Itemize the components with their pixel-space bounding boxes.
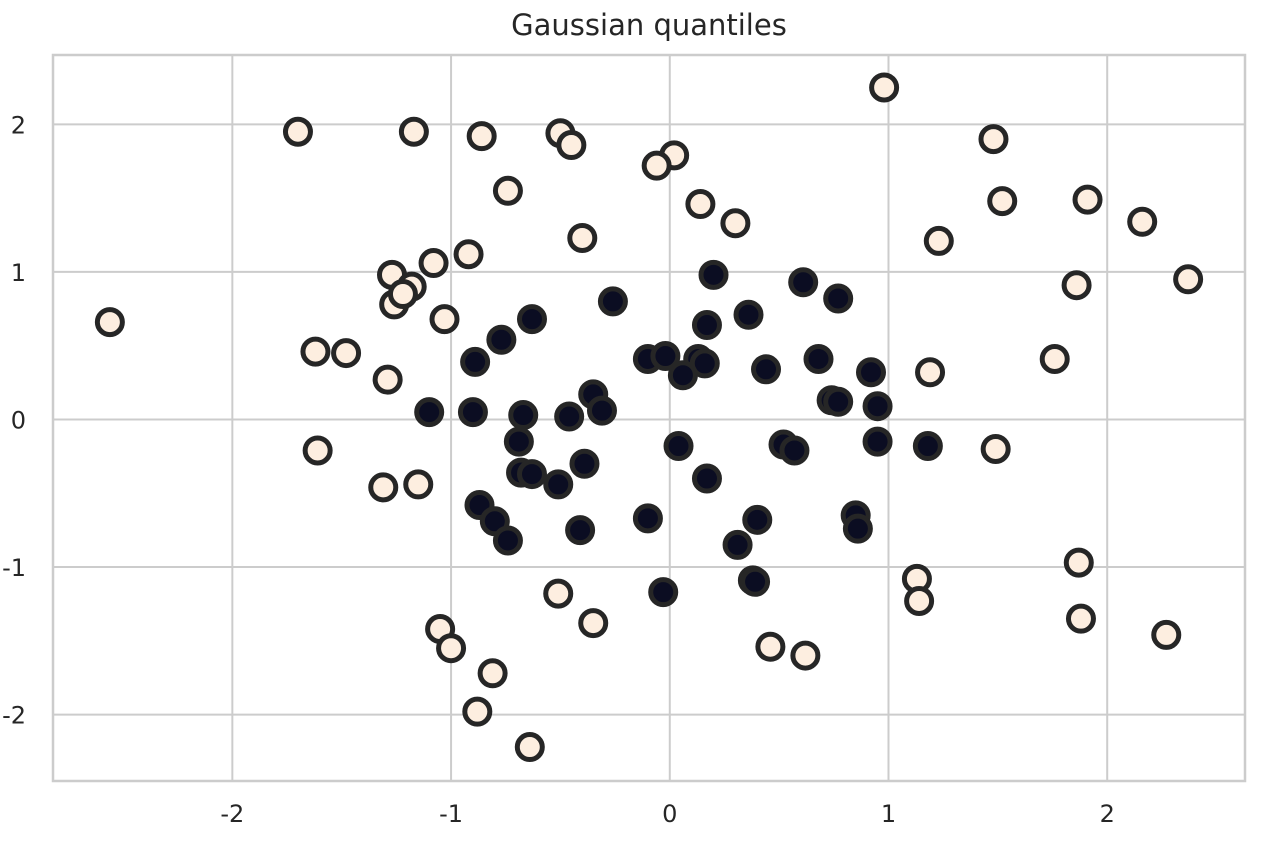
scatter-point-class-0 [300,336,331,367]
scatter-point-class-1 [650,341,681,372]
scatter-point-class-1 [565,515,596,546]
scatter-point-class-0 [543,578,574,609]
scatter-point-class-1 [516,304,547,335]
y-tick-label: 2 [11,111,26,139]
x-tick-label: 1 [881,800,896,828]
x-tick-label: 0 [662,800,677,828]
scatter-point-class-1 [779,435,810,466]
chart-title: Gaussian quantiles [511,8,787,42]
scatter-point-class-1 [569,448,600,479]
scatter-point-class-0 [1127,206,1158,237]
scatter-point-class-1 [823,283,854,314]
axes-frame [51,53,1247,783]
grid-lines [53,55,1245,781]
scatter-point-class-1 [414,397,445,428]
scatter-point-class-1 [503,426,534,457]
scatter-point-class-0 [904,585,935,616]
scatter-point-class-0 [1173,264,1204,295]
scatter-point-class-0 [477,658,508,689]
scatter-point-class-0 [429,304,460,335]
y-tick-label: 0 [11,406,26,434]
scatter-point-class-0 [453,239,484,270]
scatter-point-class-0 [1151,619,1182,650]
scatter-point-class-1 [486,324,517,355]
scatter-point-class-1 [667,360,698,391]
scatter-point-class-0 [331,338,362,369]
scatter-point-class-1 [912,431,943,462]
scatter-point-class-0 [466,121,497,152]
scatter-point-class-0 [1072,184,1103,215]
scatter-point-class-0 [685,189,716,220]
scatter-point-class-0 [387,279,418,310]
scatter-point-class-0 [418,248,449,279]
scatter-point-class-1 [803,343,834,374]
scatter-point-class-1 [492,525,523,556]
scatter-point-class-1 [842,513,873,544]
scatter-point-class-0 [790,640,821,671]
scatter-point-class-1 [862,391,893,422]
x-tick-labels: -2 -1 0 1 2 [220,800,1114,828]
scatter-point-class-1 [554,401,585,432]
scatter-point-class-1 [742,504,773,535]
scatter-point-class-0 [514,732,545,763]
scatter-point-class-0 [492,175,523,206]
y-tick-label: -1 [2,554,26,582]
scatter-point-class-0 [980,433,1011,464]
scatter-point-class-0 [987,186,1018,217]
scatter-point-class-1 [632,503,663,534]
scatter-point-class-1 [663,431,694,462]
scatter-point-class-1 [698,259,729,290]
scatter-point-class-1 [733,299,764,330]
y-tick-label: -2 [2,702,26,730]
scatter-point-class-0 [1039,343,1070,374]
scatter-point-class-1 [740,566,771,597]
scatter-point-class-0 [869,72,900,103]
scatter-point-class-0 [398,116,429,147]
scatter-point-class-0 [1063,547,1094,578]
scatter-point-class-0 [403,469,434,500]
scatter-point-class-0 [282,116,313,147]
scatter-point-class-1 [691,463,722,494]
x-tick-label: 2 [1100,800,1115,828]
scatter-point-class-1 [457,397,488,428]
scatter-point-class-1 [855,357,886,388]
scatter-point-class-1 [508,400,539,431]
scatter-point-class-1 [823,386,854,417]
scatter-point-class-1 [751,354,782,385]
scatter-point-class-0 [1065,603,1096,634]
scatter-point-class-0 [436,633,467,664]
y-tick-label: 1 [11,259,26,287]
scatter-point-class-0 [567,222,598,253]
scatter-point-class-0 [755,631,786,662]
scatter-point-class-1 [862,426,893,457]
scatter-point-class-1 [722,529,753,560]
scatter-point-class-0 [641,150,672,181]
scatter-point-class-1 [691,310,722,341]
scatter-point-class-0 [94,307,125,338]
x-tick-label: -2 [220,800,244,828]
scatter-point-class-0 [915,357,946,388]
scatter-point-class-1 [788,267,819,298]
scatter-point-class-1 [597,286,628,317]
scatter-point-class-1 [460,346,491,377]
scatter-point-class-1 [648,577,679,608]
scatter-point-class-1 [516,459,547,490]
scatter-point-class-0 [462,696,493,727]
scatter-points [94,72,1204,763]
scatter-point-class-1 [586,395,617,426]
scatter-point-class-0 [923,225,954,256]
scatter-point-class-0 [720,208,751,239]
scatter-point-class-0 [578,608,609,639]
scatter-point-class-0 [302,435,333,466]
x-tick-label: -1 [439,800,463,828]
y-tick-labels: -2 -1 0 1 2 [2,111,26,729]
scatter-point-class-0 [978,124,1009,155]
scatter-point-class-1 [543,469,574,500]
scatter-point-class-0 [368,472,399,503]
scatter-point-class-0 [556,130,587,161]
scatter-point-class-0 [1061,270,1092,301]
scatter-point-class-1 [689,348,720,379]
scatter-point-class-0 [372,364,403,395]
